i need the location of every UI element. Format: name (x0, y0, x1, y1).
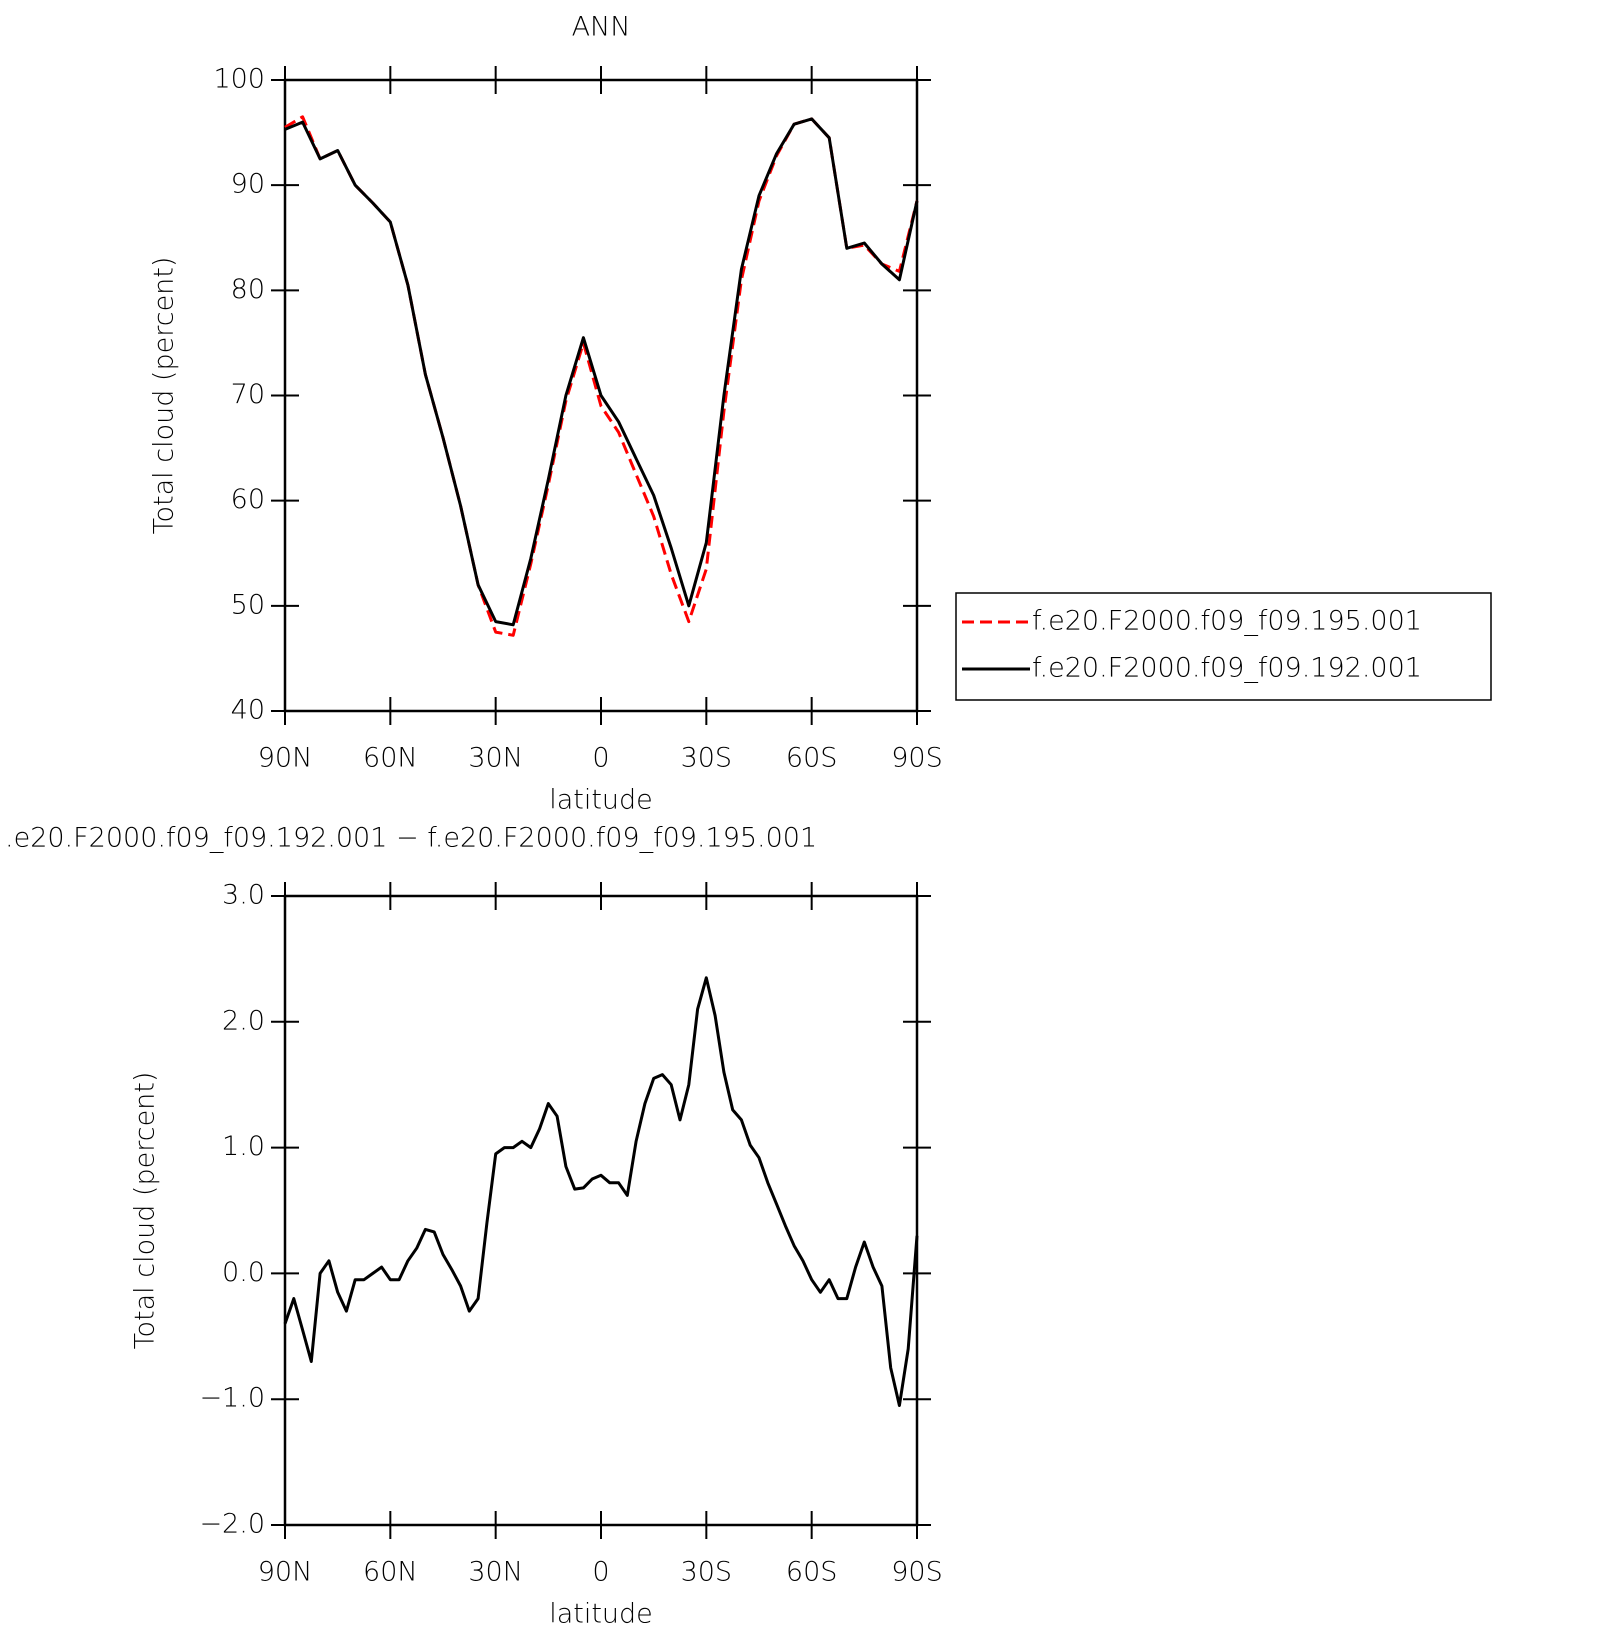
x-tick-label: 90N (258, 1557, 313, 1588)
x-tick-label: 90S (891, 1557, 943, 1588)
x-tick-label: 60N (363, 743, 418, 774)
y-tick-label: 70 (231, 379, 265, 410)
x-tick-label: 90N (258, 743, 313, 774)
chart-title: ANN (572, 12, 631, 43)
y-tick-label: 2.0 (222, 1005, 265, 1036)
chart-title: .e20.F2000.f09_f09.192.001 − f.e20.F2000… (5, 823, 817, 854)
x-axis-label: latitude (549, 1599, 653, 1630)
y-tick-label: 100 (213, 64, 265, 95)
y-tick-label: 40 (231, 695, 265, 726)
x-tick-label: 30N (468, 743, 523, 774)
legend-box (955, 592, 1492, 701)
y-tick-label: 60 (231, 484, 265, 515)
y-tick-label: 50 (231, 589, 265, 620)
y-tick-label: 90 (231, 169, 265, 200)
x-tick-label: 90S (891, 743, 943, 774)
series-line (283, 976, 919, 1407)
series-line (284, 115, 919, 637)
legend-label: f.e20.F2000.f09_f09.195.001 (1032, 606, 1422, 637)
x-tick-label: 30S (681, 1557, 733, 1588)
x-tick-label: 0 (592, 743, 609, 774)
y-tick-label: 0.0 (222, 1257, 265, 1288)
y-axis-label: Total cloud (percent) (149, 257, 180, 535)
x-axis-label: latitude (549, 785, 653, 816)
y-tick-label: 80 (231, 274, 265, 305)
y-tick-label: 1.0 (222, 1131, 265, 1162)
x-tick-label: 60S (786, 743, 838, 774)
y-axis-label: Total cloud (percent) (130, 1072, 161, 1350)
y-tick-label: −2.0 (199, 1509, 265, 1540)
x-tick-label: 30N (468, 1557, 523, 1588)
series-line (284, 117, 919, 627)
x-tick-label: 30S (681, 743, 733, 774)
plot-frame (283, 894, 919, 1527)
x-tick-label: 60S (786, 1557, 838, 1588)
y-tick-label: −1.0 (199, 1383, 265, 1414)
y-tick-label: 3.0 (222, 880, 265, 911)
legend-label: f.e20.F2000.f09_f09.192.001 (1032, 653, 1422, 684)
x-tick-label: 0 (592, 1557, 609, 1588)
x-tick-label: 60N (363, 1557, 418, 1588)
